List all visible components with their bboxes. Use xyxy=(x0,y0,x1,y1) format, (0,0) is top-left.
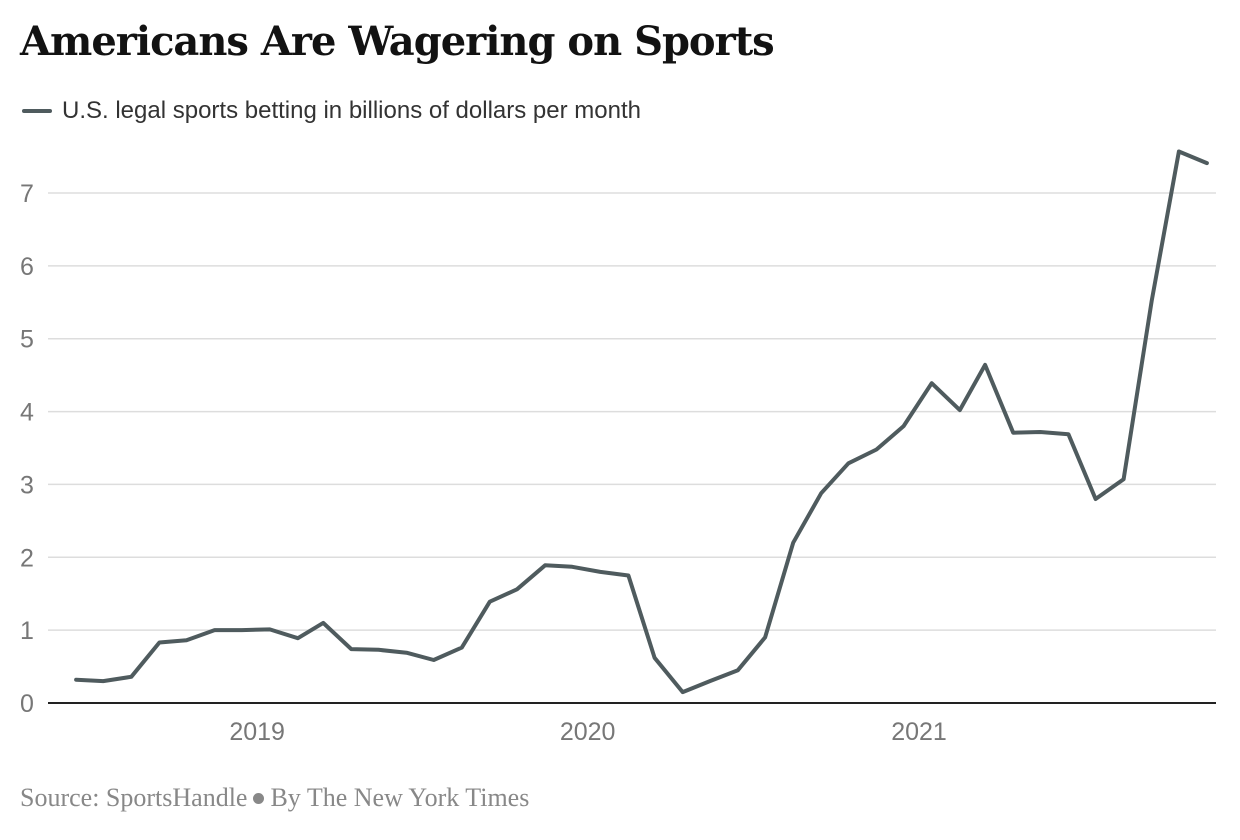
x-tick-label-2020: 2020 xyxy=(560,718,616,746)
y-axis-ticks: 0 1 2 3 4 5 6 7 xyxy=(20,180,34,718)
y-tick-label-2: 2 xyxy=(20,544,34,572)
line-swatch-icon xyxy=(22,109,52,113)
y-tick-label-6: 6 xyxy=(20,253,34,281)
chart-title: Americans Are Wagering on Sports xyxy=(20,18,775,65)
bullet-icon xyxy=(253,792,265,804)
y-tick-label-5: 5 xyxy=(20,326,34,354)
source-note: Source: SportsHandle By The New York Time… xyxy=(20,783,529,813)
byline-text: By The New York Times xyxy=(270,783,530,812)
gridlines xyxy=(48,192,1216,631)
y-tick-label-3: 3 xyxy=(20,471,34,499)
series-layer xyxy=(74,149,1209,695)
y-tick-label-0: 0 xyxy=(20,690,34,718)
series-line-0 xyxy=(74,149,1209,695)
y-tick-label-4: 4 xyxy=(20,399,34,427)
legend-label: U.S. legal sports betting in billions of… xyxy=(62,97,641,124)
source-text: Source: SportsHandle xyxy=(20,783,248,812)
x-tick-label-2019: 2019 xyxy=(229,718,285,746)
y-tick-label-1: 1 xyxy=(20,617,34,645)
x-tick-label-2021: 2021 xyxy=(891,718,947,746)
legend: U.S. legal sports betting in billions of… xyxy=(22,96,641,126)
y-tick-label-7: 7 xyxy=(20,180,34,208)
x-axis-ticks: 2019 2020 2021 xyxy=(229,718,946,746)
